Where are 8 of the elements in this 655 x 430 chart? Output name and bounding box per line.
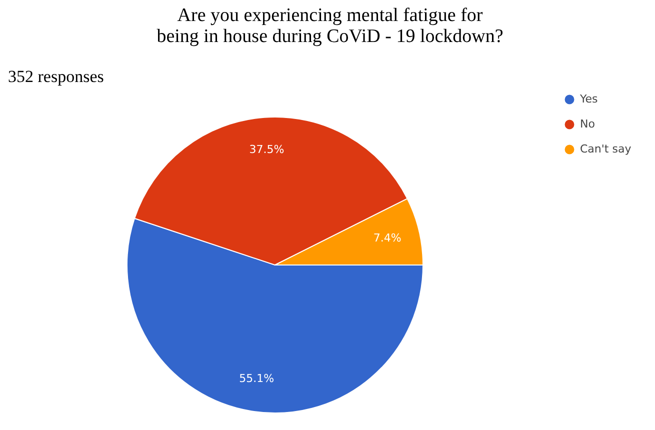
data-label: 7.4% [373,231,402,244]
text: 352 responses [8,67,104,86]
legend-label: No [580,118,596,130]
legend-label: Yes [579,92,598,106]
data-label: 55.1% [239,372,274,385]
chart-title: Are you experiencing mental fatigue for being in house during CoViD - 19 lockdown? [156,5,504,47]
legend-label: Can't say [580,142,632,156]
data-label: 37.5% [249,142,284,156]
